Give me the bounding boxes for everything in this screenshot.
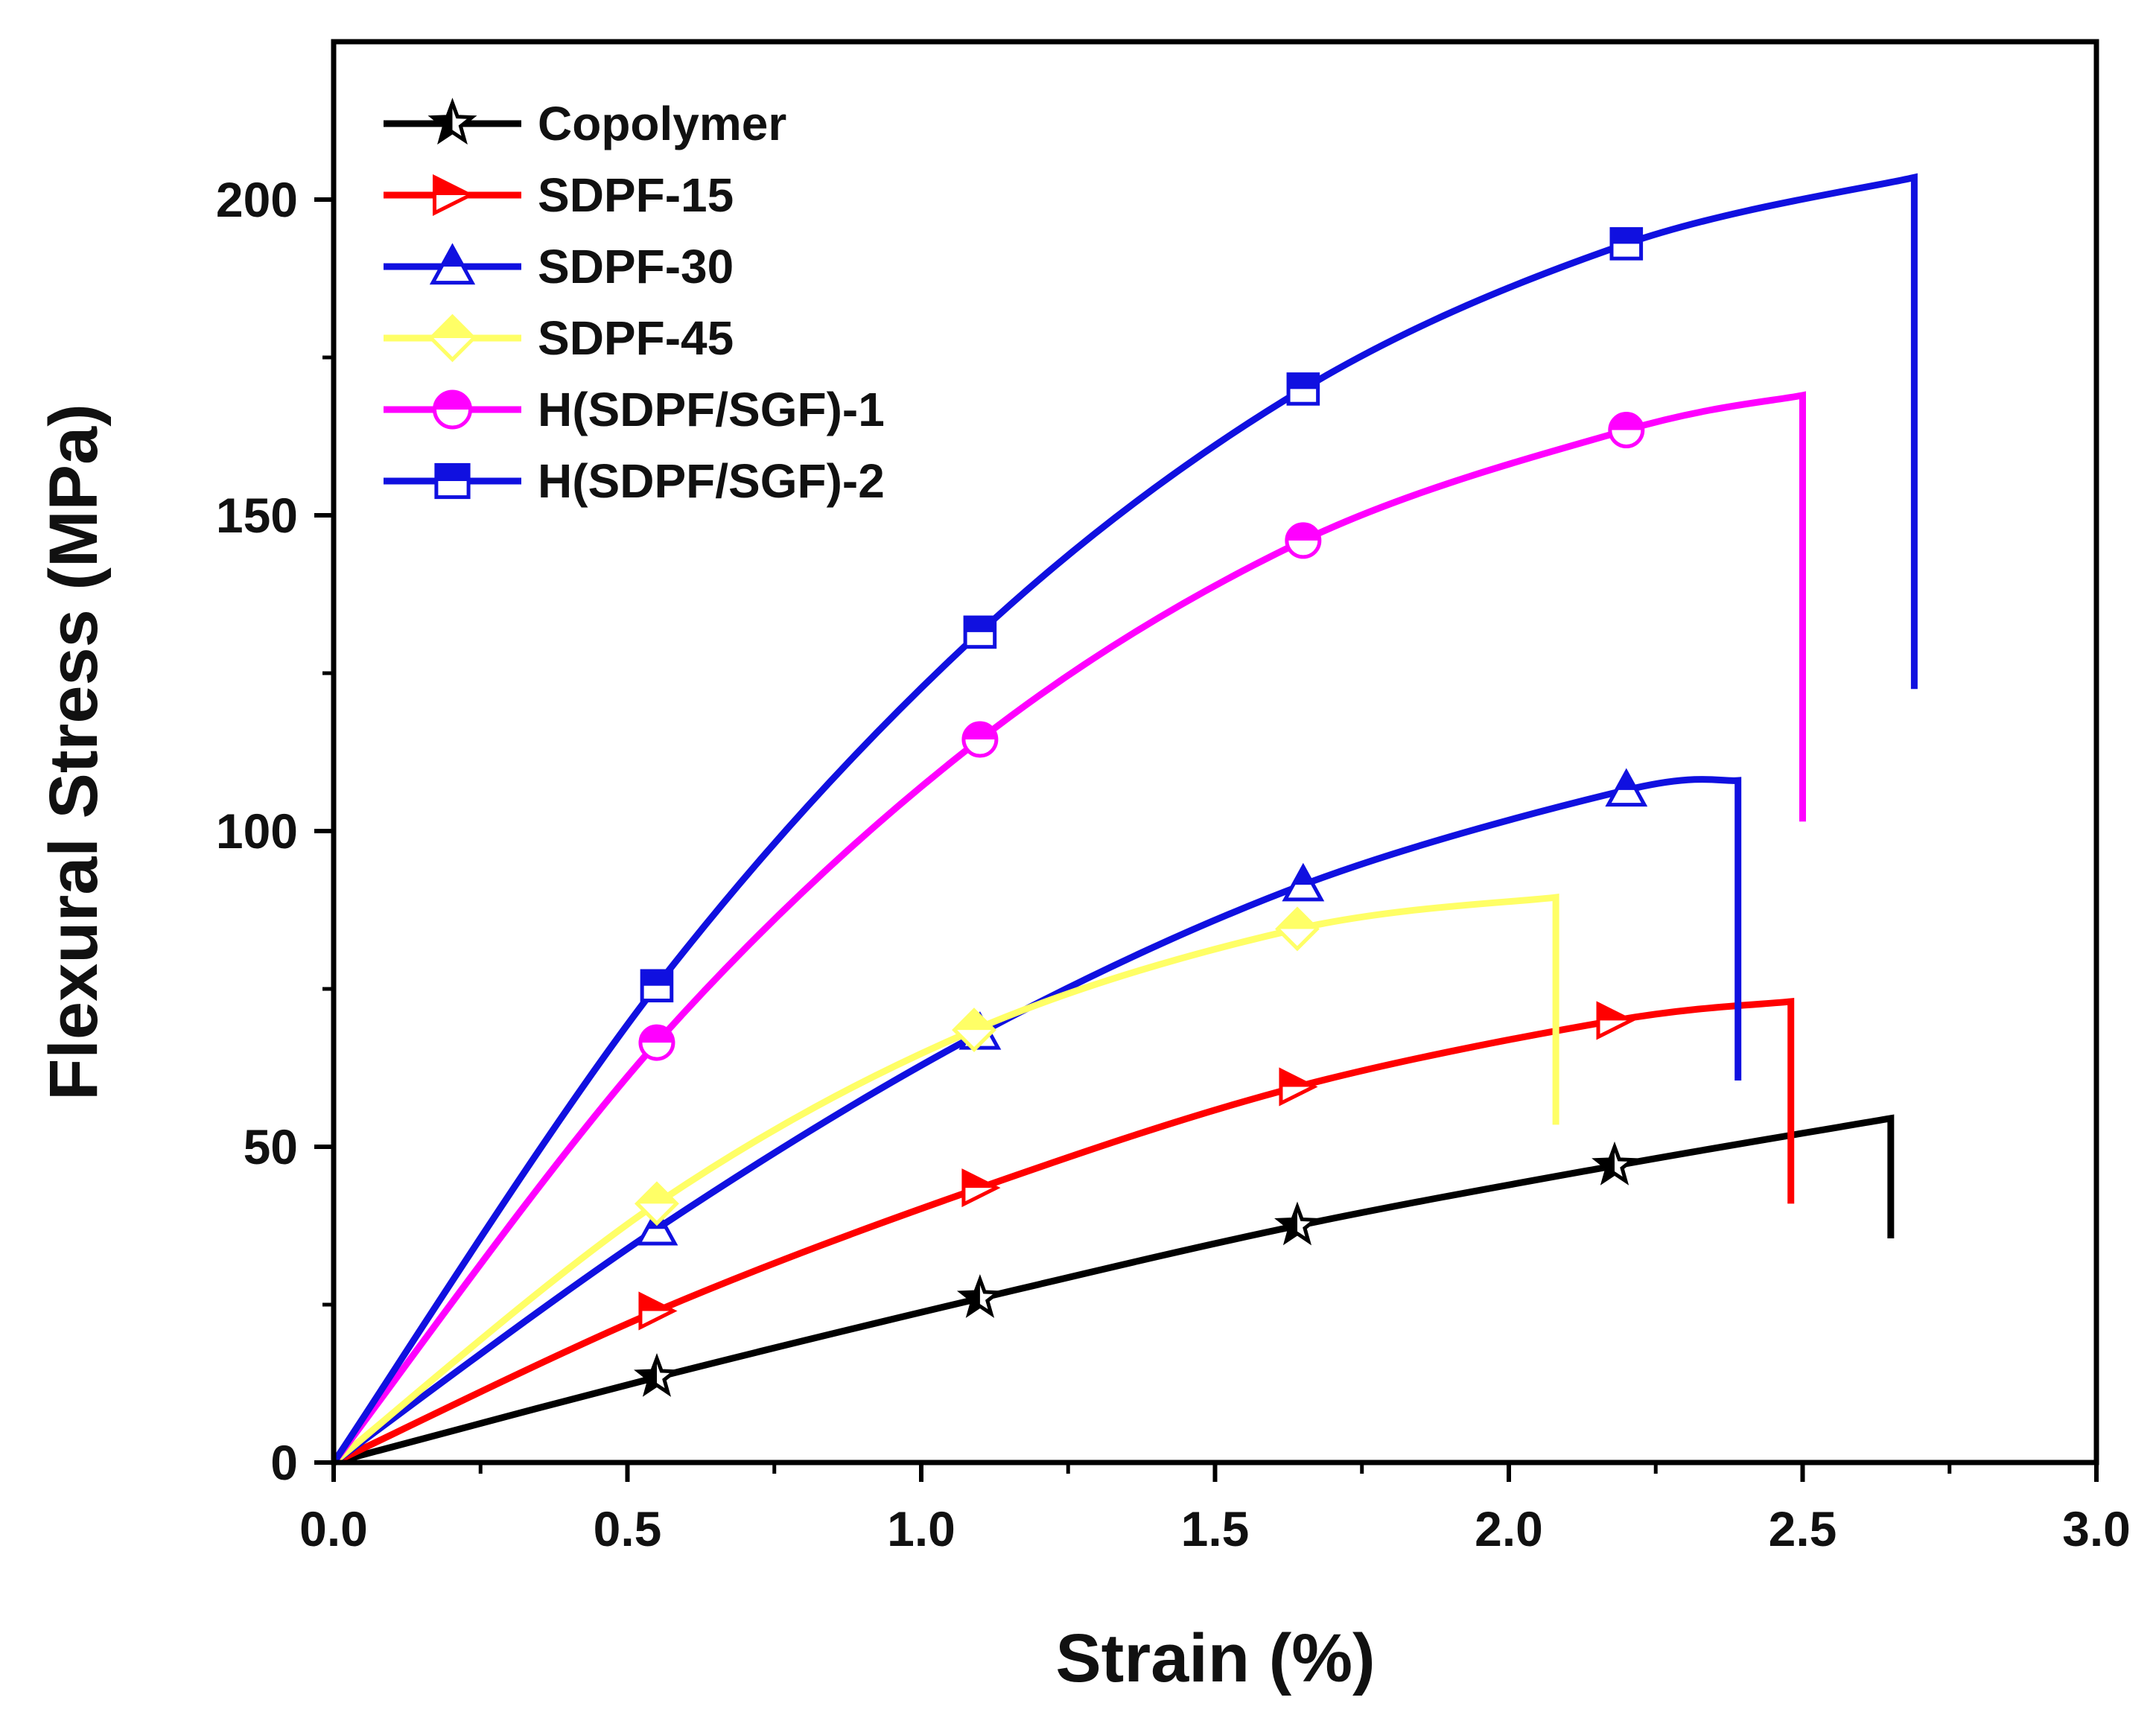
data-point-sdpf-30 [1282, 862, 1325, 902]
y-axis-label: Flexural Stress (MPa) [36, 404, 112, 1101]
legend-label: SDPF-15 [538, 168, 734, 222]
data-point-copolymer [1274, 1201, 1320, 1246]
data-point-copolymer [634, 1353, 680, 1397]
data-point-h-sdpf-sgf-1 [1285, 522, 1322, 559]
x-tick-label: 2.0 [1475, 1501, 1543, 1556]
y-tick-label: 50 [244, 1119, 298, 1174]
legend-label: Copolymer [538, 97, 786, 150]
y-tick-label: 0 [270, 1435, 298, 1490]
data-point-copolymer [1591, 1141, 1638, 1186]
legend-item-sdpf-45: SDPF-45 [384, 311, 734, 365]
legend-marker-copolymer [427, 98, 477, 145]
x-tick-label: 2.5 [1769, 1501, 1837, 1556]
legend-marker-sdpf-30 [429, 243, 476, 285]
legend-item-sdpf-30: SDPF-30 [384, 240, 734, 293]
x-tick-label: 0.5 [594, 1501, 662, 1556]
legend-item-h-sdpf-sgf-2: H(SDPF/SGF)-2 [384, 454, 885, 508]
legend-label: SDPF-45 [538, 311, 734, 365]
data-point-sdpf-15 [638, 1291, 678, 1331]
series-line-sdpf-45 [331, 893, 1559, 1465]
data-point-sdpf-30 [1605, 768, 1648, 807]
series-line-copolymer [332, 1114, 1895, 1466]
legend-marker-h-sdpf-sgf-1 [433, 389, 472, 430]
data-point-sdpf-45 [1275, 906, 1320, 952]
legend-label: SDPF-30 [538, 240, 734, 293]
data-point-sdpf-45 [635, 1181, 679, 1226]
y-tick-label: 200 [216, 172, 298, 227]
data-point-h-sdpf-sgf-2 [1609, 227, 1644, 261]
data-point-copolymer [956, 1273, 1003, 1318]
data-point-h-sdpf-sgf-2 [640, 969, 674, 1003]
x-tick-label: 3.0 [2062, 1501, 2131, 1556]
legend-marker-sdpf-45 [428, 314, 477, 363]
data-point-sdpf-15 [1279, 1067, 1318, 1107]
data-point-h-sdpf-sgf-1 [961, 721, 999, 758]
legend-marker-sdpf-15 [433, 174, 475, 217]
x-tick-label: 1.0 [887, 1501, 955, 1556]
series-line-sdpf-30 [331, 776, 1742, 1465]
data-point-sdpf-15 [1596, 1001, 1635, 1040]
data-point-sdpf-45 [952, 1008, 996, 1053]
marker-layer [634, 227, 1648, 1397]
data-point-h-sdpf-sgf-2 [1286, 372, 1320, 406]
x-tick-label: 0.0 [299, 1501, 368, 1556]
x-tick-label: 1.5 [1181, 1501, 1250, 1556]
data-point-h-sdpf-sgf-1 [1608, 412, 1645, 449]
y-tick-label: 150 [216, 488, 298, 543]
legend: Copolymer SDPF-15 SDPF-30 SDPF-45 H(SDPF/SGF… [384, 97, 885, 508]
series-layer [331, 173, 1918, 1466]
x-axis-label: Strain (%) [1055, 1620, 1375, 1696]
data-point-sdpf-15 [961, 1168, 1001, 1208]
series-line-sdpf-15 [332, 997, 1795, 1466]
legend-label: H(SDPF/SGF)-1 [538, 383, 885, 436]
legend-marker-h-sdpf-sgf-2 [434, 462, 471, 500]
legend-label: H(SDPF/SGF)-2 [538, 454, 885, 508]
data-point-h-sdpf-sgf-1 [638, 1024, 675, 1061]
legend-item-sdpf-15: SDPF-15 [384, 168, 734, 222]
legend-item-copolymer: Copolymer [384, 97, 786, 150]
y-tick-label: 100 [216, 803, 298, 859]
data-point-h-sdpf-sgf-2 [963, 615, 997, 649]
legend-item-h-sdpf-sgf-1: H(SDPF/SGF)-1 [384, 383, 885, 436]
tick-layer: 0.0 0.5 1.0 1.5 2.0 2.5 3.0 0 50 100 150 200 [216, 172, 2131, 1556]
